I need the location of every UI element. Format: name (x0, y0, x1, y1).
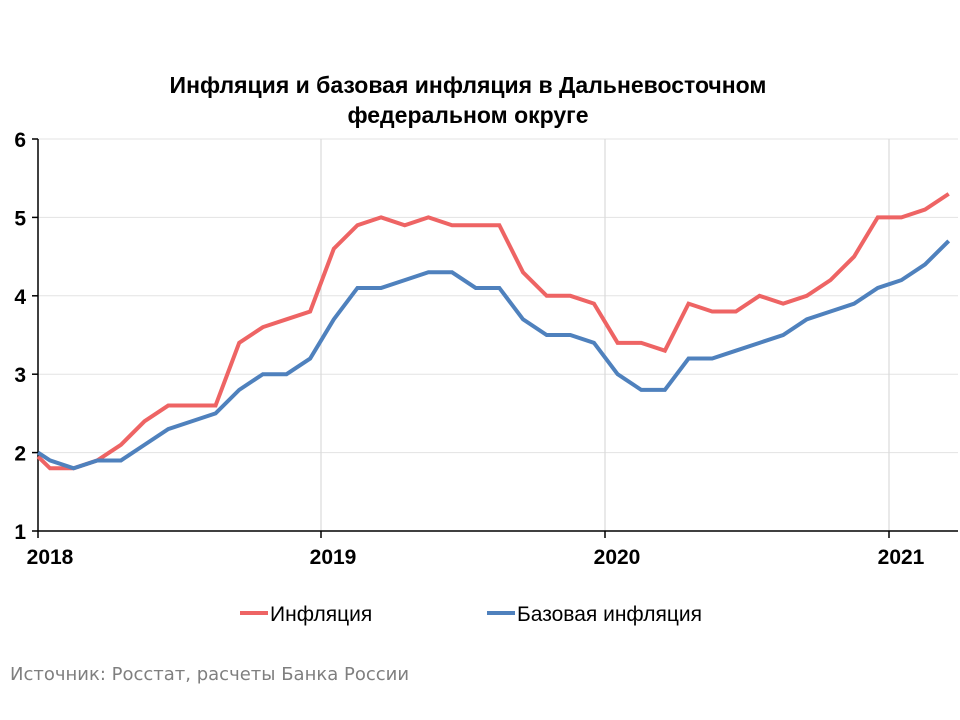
y-tick-label: 4 (14, 286, 26, 309)
chart-title-line-2: федеральном округе (347, 102, 589, 128)
y-tick-label: 1 (14, 521, 26, 544)
legend-label: Инфляция (270, 603, 372, 626)
chart-title-line-1: Инфляция и базовая инфляция в Дальневост… (169, 72, 767, 98)
y-tick-label: 2 (14, 443, 26, 466)
y-tick-label: 6 (14, 129, 26, 152)
x-tick-label: 2021 (878, 546, 925, 569)
x-tick-label: 2019 (310, 546, 357, 569)
series-line-core-inflation (36, 239, 951, 471)
x-tick-label: 2020 (594, 546, 641, 569)
y-tick-label: 5 (14, 207, 26, 230)
legend-label: Базовая инфляция (517, 603, 702, 626)
chart-title: Инфляция и базовая инфляция в Дальневост… (0, 70, 936, 130)
source-note: Источник: Росстат, расчеты Банка России (10, 664, 410, 685)
series-line-inflation (36, 192, 950, 471)
y-tick-label: 3 (14, 364, 26, 387)
x-tick-label: 2018 (27, 546, 74, 569)
